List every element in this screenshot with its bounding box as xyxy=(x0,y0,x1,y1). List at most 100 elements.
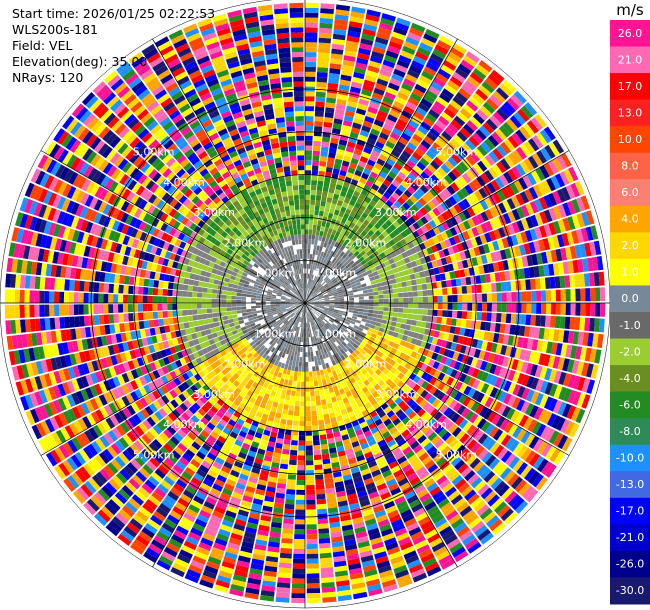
ppi-gate xyxy=(377,241,385,248)
ppi-gate xyxy=(313,214,319,221)
ppi-gate xyxy=(502,121,515,135)
ppi-gate xyxy=(547,192,558,207)
ppi-gate xyxy=(463,123,475,135)
ppi-gate xyxy=(314,270,318,276)
ppi-gate xyxy=(305,81,316,87)
ppi-gate xyxy=(423,240,431,249)
ppi-gate xyxy=(313,287,318,292)
ppi-gate xyxy=(308,224,313,230)
ppi-gate xyxy=(305,253,308,259)
ppi-gate xyxy=(453,134,465,146)
ppi-gate xyxy=(392,288,398,294)
ppi-gate xyxy=(339,257,345,263)
ppi-gate xyxy=(417,143,428,154)
ppi-gate xyxy=(385,118,396,127)
ppi-gate xyxy=(315,265,319,271)
ppi-gate xyxy=(478,187,488,199)
ppi-gate xyxy=(536,290,542,302)
ppi-gate xyxy=(334,241,340,248)
ppi-gate xyxy=(348,25,362,33)
ppi-gate xyxy=(441,221,450,231)
ppi-gate xyxy=(388,183,398,192)
ppi-gate xyxy=(499,83,513,97)
ppi-gate xyxy=(399,205,407,214)
ppi-gate xyxy=(310,249,314,255)
ppi-gate xyxy=(458,211,467,222)
ppi-gate xyxy=(359,177,367,185)
ppi-gate xyxy=(441,111,453,123)
ppi-gate xyxy=(310,185,317,191)
ppi-gate xyxy=(353,190,361,198)
ppi-gate xyxy=(543,126,556,141)
ppi-gate xyxy=(417,290,423,297)
ppi-gate xyxy=(354,268,361,274)
ppi-gate xyxy=(361,212,369,219)
ppi-gate xyxy=(308,284,311,289)
ppi-gate xyxy=(506,97,520,111)
ppi-gate xyxy=(414,200,423,210)
ppi-gate xyxy=(339,222,345,229)
ppi-gate xyxy=(315,250,319,256)
ppi-gate xyxy=(469,72,484,84)
ppi-gate xyxy=(332,33,346,41)
ppi-gate xyxy=(531,290,537,302)
ppi-gate xyxy=(397,91,409,101)
ppi-gate xyxy=(386,187,395,196)
ppi-gate xyxy=(371,257,378,264)
ppi-gate xyxy=(332,264,338,270)
ppi-gate xyxy=(382,96,394,105)
ppi-gate xyxy=(305,47,317,53)
ppi-gate xyxy=(501,237,510,249)
ppi-gate xyxy=(347,204,354,211)
ppi-gate xyxy=(375,254,382,261)
ppi-gate xyxy=(447,171,458,182)
ppi-gate xyxy=(324,247,329,254)
ppi-gate xyxy=(361,283,367,288)
ppi-gate xyxy=(373,41,387,50)
ppi-gate xyxy=(449,99,462,111)
ppi-gate xyxy=(447,156,458,167)
ppi-gate xyxy=(383,298,389,303)
ppi-gate xyxy=(322,275,327,280)
ppi-gate xyxy=(435,194,444,204)
ppi-gate xyxy=(504,248,512,259)
ppi-gate xyxy=(544,144,556,159)
ppi-gate xyxy=(340,129,350,137)
ppi-gate xyxy=(496,189,507,202)
ppi-gate xyxy=(520,279,527,291)
ppi-gate xyxy=(340,206,347,213)
ppi-gate xyxy=(577,259,584,273)
ppi-gate xyxy=(346,257,353,264)
ppi-gate xyxy=(315,230,320,236)
ppi-gate xyxy=(370,218,377,226)
ppi-gate xyxy=(306,293,309,299)
ppi-gate xyxy=(511,132,523,146)
ppi-gate xyxy=(324,301,330,303)
ppi-gate xyxy=(367,243,374,250)
ppi-gate xyxy=(327,192,334,199)
ppi-gate xyxy=(492,240,500,251)
ppi-gate xyxy=(341,266,347,272)
ppi-gate xyxy=(561,232,570,247)
ppi-gate xyxy=(312,224,317,230)
ppi-gate xyxy=(523,267,530,279)
ppi-gate xyxy=(393,293,399,298)
ppi-gate xyxy=(305,12,319,18)
ppi-gate xyxy=(444,272,451,280)
ppi-gate xyxy=(311,292,316,296)
ppi-gate xyxy=(337,288,343,293)
ppi-gate xyxy=(388,153,398,163)
ppi-gate xyxy=(411,204,420,213)
ppi-gate xyxy=(364,74,377,83)
ppi-gate xyxy=(548,263,555,276)
ppi-gate xyxy=(366,192,374,200)
ppi-gate xyxy=(548,207,558,221)
ppi-gate xyxy=(433,77,446,88)
ppi-gate xyxy=(317,57,330,63)
ppi-gate xyxy=(319,299,325,302)
ppi-gate xyxy=(508,152,519,165)
ppi-gate xyxy=(385,280,392,286)
ppi-gate xyxy=(348,260,355,266)
ppi-gate xyxy=(319,156,328,162)
ppi-gate xyxy=(525,279,531,290)
